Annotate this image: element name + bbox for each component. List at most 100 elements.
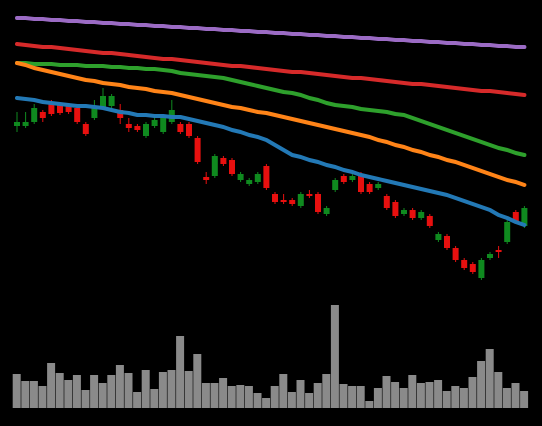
candle-body	[452, 248, 459, 260]
candle-body	[289, 200, 296, 204]
candle-body	[151, 120, 158, 126]
ma-line	[15, 42, 527, 97]
candle-body	[340, 176, 347, 182]
candle-body	[186, 124, 192, 136]
volume-bar	[184, 371, 193, 408]
candle-body	[383, 196, 390, 208]
candle-body	[108, 96, 115, 106]
candle-body	[521, 208, 528, 226]
volume-bar	[141, 370, 150, 408]
volume-bar	[494, 372, 503, 408]
volume-bar	[502, 388, 511, 408]
volume-bar	[485, 349, 494, 408]
volume-bar	[244, 386, 253, 408]
volume-bar	[72, 375, 81, 408]
volume-bar	[227, 386, 236, 408]
candle-body	[160, 116, 167, 132]
candle-body	[426, 216, 433, 226]
candle-body	[39, 112, 46, 118]
volume-bar	[81, 390, 90, 408]
volume-bar	[442, 391, 451, 408]
candle-body	[375, 184, 382, 188]
volume-bar	[416, 383, 425, 408]
volume-bar	[210, 383, 219, 408]
candle-body	[74, 108, 81, 122]
candle-body	[125, 124, 132, 128]
volume-bar	[253, 393, 262, 408]
volume-bar	[29, 381, 38, 408]
volume-bar	[305, 393, 314, 408]
candle-body	[280, 200, 287, 202]
candle-body	[306, 194, 313, 196]
volume-bar	[201, 383, 210, 408]
candle-body	[220, 158, 227, 164]
candle-body	[177, 124, 184, 132]
volume-bar	[399, 388, 408, 408]
volume-bar	[193, 354, 202, 408]
volume-bar	[236, 385, 245, 408]
candle-body	[22, 122, 29, 126]
candle-body	[315, 194, 321, 212]
volume-bar	[296, 380, 305, 408]
ma-line	[15, 61, 527, 157]
candle-body	[495, 250, 502, 252]
candle-body	[82, 124, 89, 134]
volume-bar	[107, 375, 116, 408]
candle-body	[478, 260, 485, 278]
volume-bar	[167, 370, 176, 408]
volume-bar	[47, 363, 56, 408]
volume-bar	[279, 374, 288, 408]
candle-body	[366, 184, 373, 192]
ma-line	[15, 16, 527, 49]
candle-body	[487, 254, 493, 258]
candle-body	[143, 124, 149, 136]
volume-bar	[150, 389, 159, 408]
volume-bar	[511, 383, 520, 408]
volume-bar	[408, 375, 417, 408]
volume-bar	[64, 380, 73, 408]
volume-bar	[322, 374, 331, 408]
candle-body	[194, 138, 201, 162]
volume-bar	[287, 392, 296, 408]
volume-bar	[425, 382, 434, 408]
volume-bar	[382, 376, 391, 408]
candle-body	[14, 122, 20, 126]
candle-body	[229, 160, 235, 174]
candle-body	[504, 222, 511, 242]
volume-bar	[176, 336, 185, 408]
candle-body	[91, 108, 98, 118]
volume-bar	[313, 383, 322, 408]
ma-line	[15, 96, 527, 227]
volume-bar	[459, 388, 468, 408]
volume-bar	[115, 365, 124, 408]
volume-bar	[12, 374, 21, 408]
volume-bar	[391, 382, 400, 408]
volume-bar	[339, 384, 348, 408]
ma-line	[15, 61, 527, 187]
volume-bar	[365, 401, 374, 408]
volume-bar	[451, 386, 460, 408]
volume-bar	[55, 373, 64, 408]
candle-body	[57, 104, 63, 113]
candle-body	[203, 177, 210, 180]
volume-bar	[520, 391, 529, 408]
volume-bar	[38, 386, 47, 408]
volume-bar	[330, 305, 339, 408]
volume-bar	[477, 361, 486, 408]
candle-body	[65, 106, 72, 112]
candle-body	[469, 264, 476, 272]
volume-bar	[90, 375, 99, 408]
candle-body	[401, 210, 407, 214]
volume-bar	[468, 377, 477, 408]
candle-body	[134, 126, 141, 130]
volume-bar	[262, 398, 271, 408]
candle-body	[272, 194, 278, 202]
volume-bar	[21, 381, 30, 408]
candle-body	[392, 202, 399, 216]
candle-body	[100, 96, 106, 108]
candle-body	[349, 176, 356, 180]
candle-body	[461, 260, 468, 268]
volume-bar	[373, 388, 382, 408]
candle-body	[246, 180, 253, 184]
